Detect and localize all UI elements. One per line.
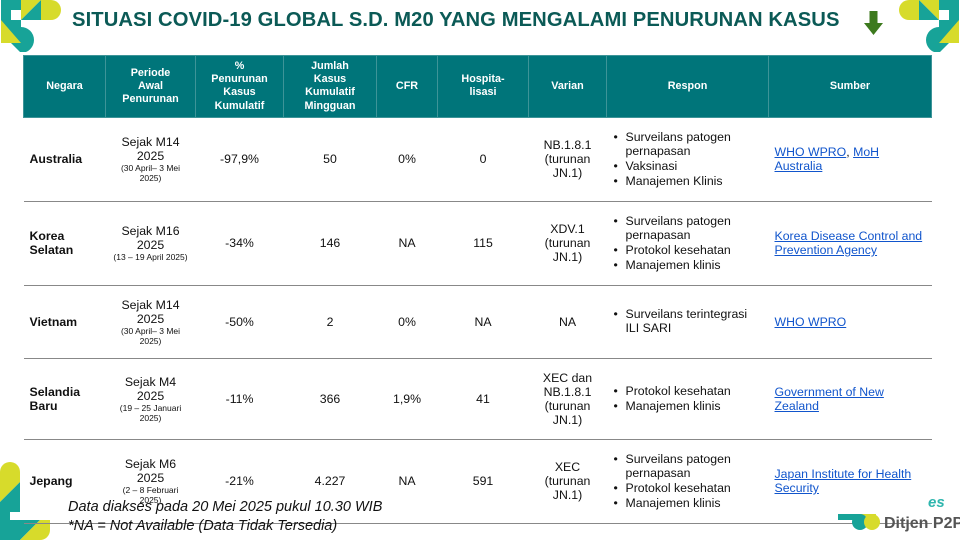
svg-text:Ditjen P2P: Ditjen P2P [884,515,960,532]
